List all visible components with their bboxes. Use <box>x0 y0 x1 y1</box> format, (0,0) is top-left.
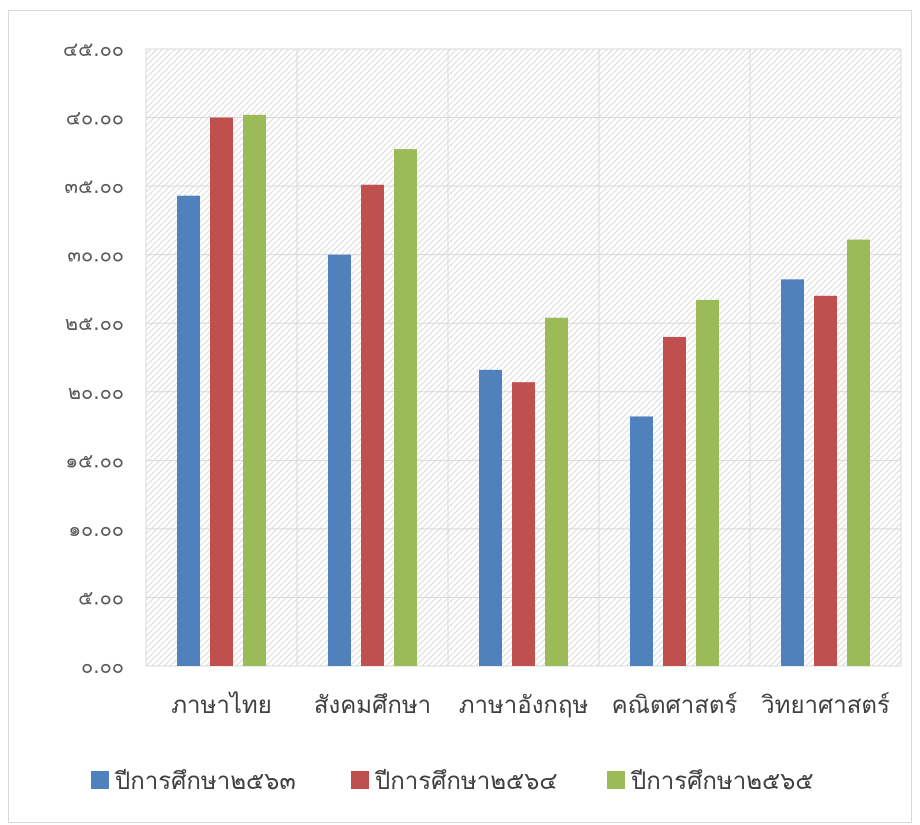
y-tick-label: ๒๕.๐๐ <box>65 311 124 335</box>
bar <box>781 279 804 666</box>
bar <box>210 117 233 667</box>
category-labels: ภาษาไทย สังคมศึกษา ภาษาอังกฤษ คณิตศาสตร์ วิท… <box>171 691 890 719</box>
bar <box>394 149 417 666</box>
category-label: วิทยาศาสตร์ <box>761 691 890 719</box>
bar <box>243 114 266 666</box>
bar <box>814 295 837 666</box>
y-tick-label: ๑๐.๐๐ <box>68 517 124 541</box>
bar <box>328 254 351 666</box>
bar <box>479 369 502 666</box>
bar <box>361 184 384 667</box>
category-label: คณิตศาสตร์ <box>612 691 738 719</box>
legend-label: ปีการศึกษา๒๕๖๓ <box>114 767 296 795</box>
y-tick-label: ๔๐.๐๐ <box>66 106 124 130</box>
legend-swatch <box>91 771 109 789</box>
bar <box>630 416 653 666</box>
category-label: ภาษาอังกฤษ <box>459 691 589 719</box>
y-tick-label: ๒๐.๐๐ <box>68 380 124 404</box>
bar <box>847 239 870 666</box>
bar <box>696 299 719 666</box>
legend-swatch <box>351 771 369 789</box>
bars <box>177 114 870 667</box>
y-tick-label: ๓๐.๐๐ <box>67 243 124 267</box>
legend-swatch <box>607 771 625 789</box>
y-tick-label: ๐.๐๐ <box>81 654 124 678</box>
legend-label: ปีการศึกษา๒๕๖๔ <box>374 767 558 795</box>
legend: ปีการศึกษา๒๕๖๓ ปีการศึกษา๒๕๖๔ ปีการศึกษา๒๕… <box>91 767 814 795</box>
bar-chart: ๐.๐๐ ๕.๐๐ ๑๐.๐๐ ๑๕.๐๐ ๒๐.๐๐ ๒๕.๐๐ ๓๐.๐๐ ๓๕.๐๐ ๔๐… <box>63 37 902 795</box>
category-label: ภาษาไทย <box>171 691 272 719</box>
y-axis-tick-labels: ๐.๐๐ ๕.๐๐ ๑๐.๐๐ ๑๕.๐๐ ๒๐.๐๐ ๒๕.๐๐ ๓๐.๐๐ ๓๕.๐๐ ๔๐… <box>63 37 124 678</box>
y-tick-label: ๕.๐๐ <box>78 585 124 609</box>
category-label: สังคมศึกษา <box>314 691 431 719</box>
y-tick-label: ๑๕.๐๐ <box>65 448 124 472</box>
chart-frame: ๐.๐๐ ๕.๐๐ ๑๐.๐๐ ๑๕.๐๐ ๒๐.๐๐ ๒๕.๐๐ ๓๐.๐๐ ๓๕.๐๐ ๔๐… <box>8 10 912 823</box>
bar <box>512 382 535 666</box>
bar <box>545 317 568 666</box>
legend-label: ปีการศึกษา๒๕๖๕ <box>630 767 814 795</box>
bar <box>177 195 200 666</box>
bar <box>663 336 686 666</box>
y-tick-label: ๓๕.๐๐ <box>64 174 124 198</box>
y-tick-label: ๔๕.๐๐ <box>63 37 124 61</box>
